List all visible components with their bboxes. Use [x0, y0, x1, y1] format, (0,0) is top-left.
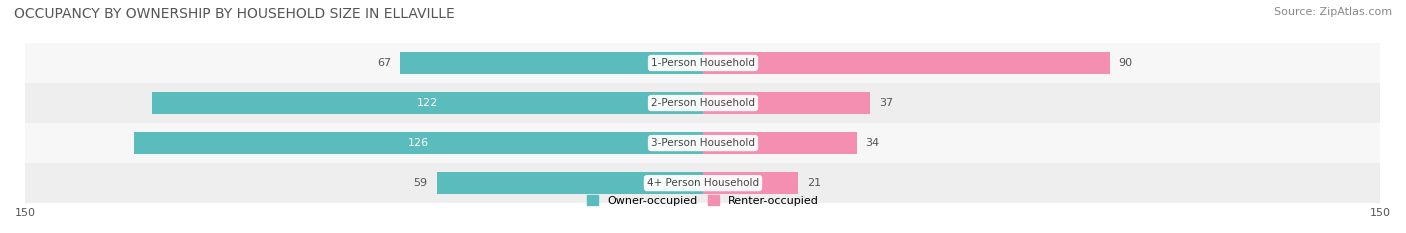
Text: 126: 126 — [408, 138, 429, 148]
Bar — [703, 132, 856, 154]
Bar — [703, 172, 797, 194]
Text: OCCUPANCY BY OWNERSHIP BY HOUSEHOLD SIZE IN ELLAVILLE: OCCUPANCY BY OWNERSHIP BY HOUSEHOLD SIZE… — [14, 7, 454, 21]
Bar — [401, 52, 703, 74]
Text: 59: 59 — [413, 178, 427, 188]
Bar — [152, 92, 703, 114]
Bar — [25, 123, 1381, 163]
Legend: Owner-occupied, Renter-occupied: Owner-occupied, Renter-occupied — [586, 195, 820, 206]
Text: 3-Person Household: 3-Person Household — [651, 138, 755, 148]
Text: Source: ZipAtlas.com: Source: ZipAtlas.com — [1274, 7, 1392, 17]
Bar — [703, 52, 1109, 74]
Text: 122: 122 — [416, 98, 439, 108]
Text: 1-Person Household: 1-Person Household — [651, 58, 755, 68]
Bar — [25, 43, 1381, 83]
Text: 37: 37 — [879, 98, 893, 108]
Text: 2-Person Household: 2-Person Household — [651, 98, 755, 108]
Text: 90: 90 — [1119, 58, 1133, 68]
Text: 67: 67 — [377, 58, 391, 68]
Bar — [134, 132, 703, 154]
Text: 34: 34 — [866, 138, 880, 148]
Text: 21: 21 — [807, 178, 821, 188]
Bar — [436, 172, 703, 194]
Bar — [25, 83, 1381, 123]
Bar — [25, 163, 1381, 203]
Text: 4+ Person Household: 4+ Person Household — [647, 178, 759, 188]
Bar — [703, 92, 870, 114]
